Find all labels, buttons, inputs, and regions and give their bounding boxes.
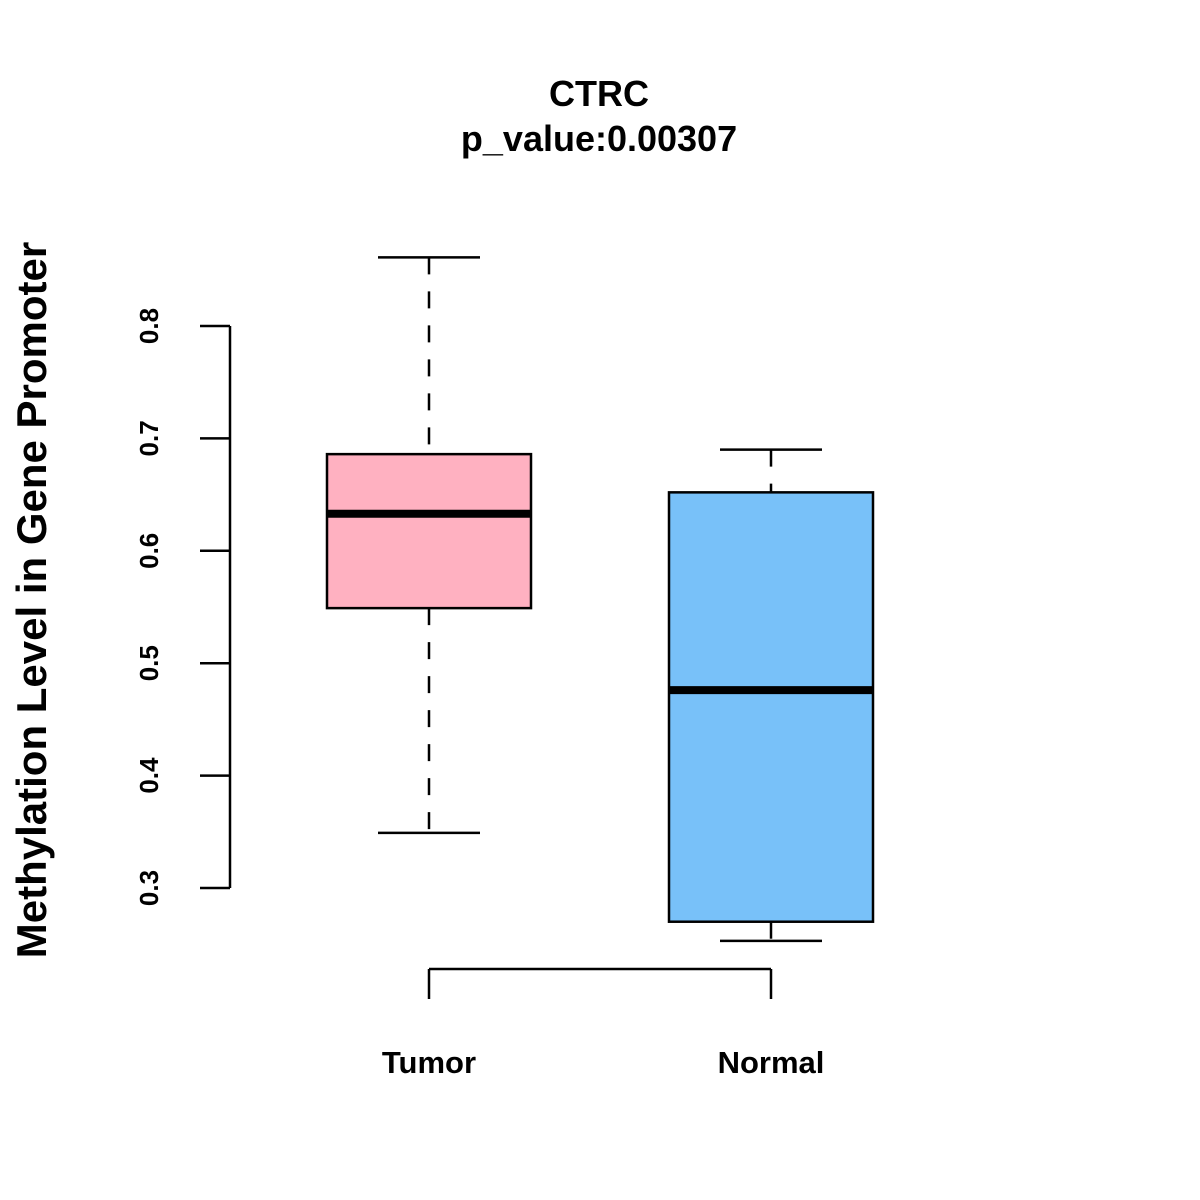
interquartile-box [325, 452, 533, 610]
y-axis: 0.3 0.4 0.5 0.6 0.7 0.8 [134, 308, 232, 906]
y-tick-label: 0.7 [134, 420, 164, 456]
y-tick-label: 0.5 [134, 645, 164, 681]
x-axis: Tumor Normal [382, 967, 825, 1080]
chart-subtitle: p_value:0.00307 [461, 118, 737, 159]
box-normal [667, 448, 875, 943]
y-tick-label: 0.4 [134, 757, 164, 794]
chart-title: CTRC [549, 73, 649, 114]
y-tick-label: 0.8 [134, 308, 164, 344]
boxes-layer [325, 256, 875, 943]
y-tick-label: 0.6 [134, 533, 164, 569]
y-tick-label: 0.3 [134, 870, 164, 906]
x-tick-label: Normal [718, 1045, 825, 1080]
y-axis-label: Methylation Level in Gene Promoter [8, 242, 55, 958]
x-tick-label: Tumor [382, 1045, 476, 1080]
interquartile-box [667, 491, 875, 923]
box-tumor [325, 256, 533, 835]
